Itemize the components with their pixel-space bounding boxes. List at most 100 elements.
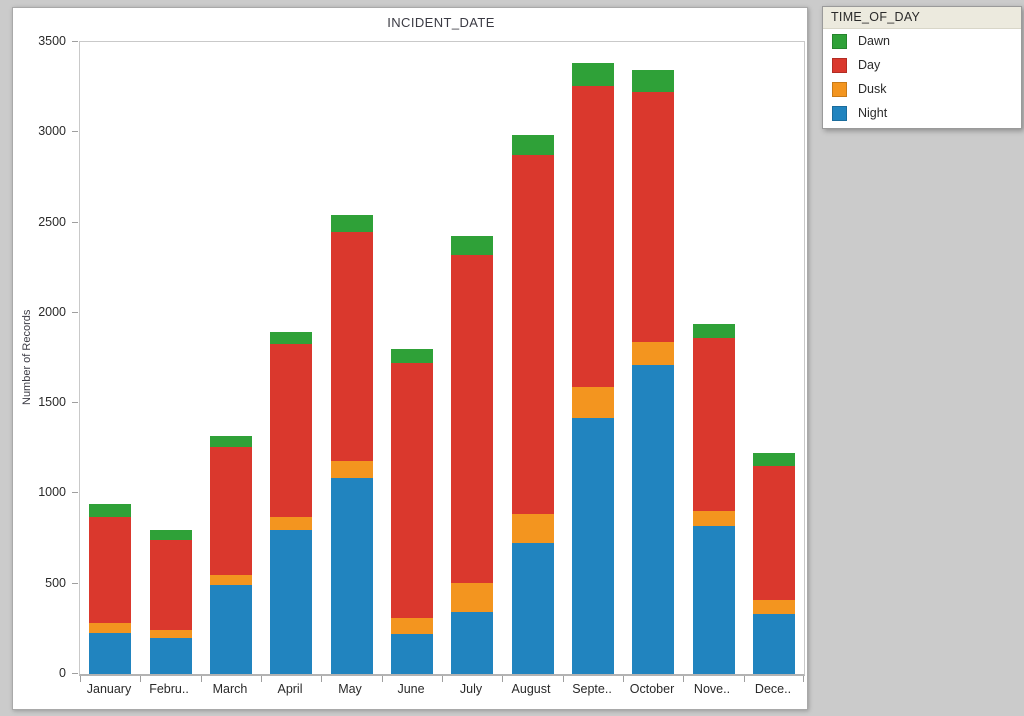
bar-segment-dawn[interactable] [210,435,252,448]
legend-item-dawn[interactable]: Dawn [823,29,1021,53]
x-tick-mark [201,676,202,682]
legend-item-day[interactable]: Day [823,53,1021,77]
y-tick-mark [72,492,78,494]
legend-swatch-dusk [832,81,847,97]
bar-segment-dawn[interactable] [572,62,614,87]
x-tick-mark [321,676,322,682]
bar-january[interactable] [89,504,131,674]
chart-title: INCIDENT_DATE [387,15,495,30]
bar-segment-day[interactable] [451,255,493,583]
bar-segment-dawn[interactable] [331,215,373,232]
bar-segment-day[interactable] [331,231,373,461]
x-tick-label: August [511,682,551,696]
bar-segment-night[interactable] [693,525,735,674]
x-tick-label: Septe.. [572,682,612,696]
bar-segment-night[interactable] [451,611,493,674]
y-axis-ticks: 0 500 1000 1500 2000 2500 3000 3500 [13,34,79,680]
legend-swatch-dawn [832,33,847,49]
y-tick-label: 3000 [38,124,66,139]
bar-august[interactable] [512,135,554,674]
bar-segment-day[interactable] [210,447,252,575]
bar-dece[interactable] [753,452,795,674]
bar-segment-dawn[interactable] [89,504,131,517]
bar-segment-dusk[interactable] [572,386,614,418]
legend: TIME_OF_DAY Dawn Day Dusk Night [822,6,1022,129]
bar-segment-dawn[interactable] [632,70,674,92]
bar-segment-dusk[interactable] [512,514,554,544]
bar-segment-night[interactable] [150,637,192,674]
legend-label: Night [858,106,888,120]
bar-segment-night[interactable] [753,614,795,674]
bar-segment-dusk[interactable] [150,629,192,638]
bar-segment-dusk[interactable] [391,618,433,635]
x-axis-tick-labels: January Febru.. March April May June July Augus… [79,680,803,700]
bar-segment-night[interactable] [89,633,131,674]
bar-october[interactable] [632,70,674,674]
bar-segment-day[interactable] [512,154,554,515]
bar-segment-dusk[interactable] [451,582,493,612]
x-tick-mark [803,676,804,682]
x-tick-label: January [86,682,132,696]
bar-segment-dusk[interactable] [89,623,131,634]
bar-segment-day[interactable] [270,344,312,517]
bar-segment-night[interactable] [210,584,252,674]
bar-segment-night[interactable] [270,530,312,674]
bar-segment-dusk[interactable] [331,460,373,479]
x-tick-label: October [629,682,675,696]
x-tick-label: Dece.. [754,682,792,696]
bar-segment-dawn[interactable] [693,323,735,339]
bar-segment-dusk[interactable] [693,510,735,526]
bar-segment-night[interactable] [572,417,614,674]
bar-segment-dusk[interactable] [753,599,795,615]
x-tick-label: April [277,682,303,696]
y-tick-mark [72,221,78,223]
bar-segment-night[interactable] [331,478,373,674]
x-tick-label: Febru.. [149,682,189,696]
x-tick-label: May [338,682,362,696]
bar-segment-dawn[interactable] [391,349,433,363]
x-tick-mark [80,676,81,682]
bar-segment-dawn[interactable] [270,331,312,345]
bar-segment-night[interactable] [512,543,554,674]
y-tick-label: 2500 [38,214,66,229]
bar-segment-day[interactable] [572,86,614,387]
x-tick-label: July [459,682,483,696]
y-tick-label: 3500 [38,34,66,48]
legend-item-night[interactable]: Night [823,101,1021,125]
bar-segment-dawn[interactable] [451,236,493,256]
legend-title: TIME_OF_DAY [823,7,1021,29]
legend-item-dusk[interactable]: Dusk [823,77,1021,101]
bar-march[interactable] [210,435,252,674]
bar-septe[interactable] [572,62,614,674]
y-tick-label: 0 [59,666,66,680]
x-tick-mark [442,676,443,682]
bar-segment-dusk[interactable] [270,516,312,531]
bar-segment-night[interactable] [632,365,674,674]
bar-febru[interactable] [150,529,192,674]
bar-segment-dawn[interactable] [150,529,192,541]
bar-nove[interactable] [693,323,735,674]
bar-july[interactable] [451,236,493,674]
bar-segment-day[interactable] [632,91,674,342]
bar-april[interactable] [270,331,312,674]
bar-june[interactable] [391,349,433,674]
bar-segment-dawn[interactable] [753,452,795,467]
bar-segment-dusk[interactable] [632,341,674,366]
x-tick-mark [563,676,564,682]
bar-may[interactable] [331,215,373,674]
bar-segment-night[interactable] [391,634,433,674]
legend-label: Dawn [858,34,890,48]
bar-segment-day[interactable] [693,338,735,511]
bar-segment-dawn[interactable] [512,135,554,155]
bar-segment-dusk[interactable] [210,574,252,585]
x-tick-label: June [397,682,425,696]
bar-segment-day[interactable] [753,466,795,600]
x-tick-mark [744,676,745,682]
y-tick-label: 2000 [38,304,66,319]
bar-segment-day[interactable] [150,540,192,630]
y-tick-mark [72,582,78,584]
bar-segment-day[interactable] [89,516,131,624]
bar-segment-day[interactable] [391,362,433,619]
x-tick-mark [261,676,262,682]
